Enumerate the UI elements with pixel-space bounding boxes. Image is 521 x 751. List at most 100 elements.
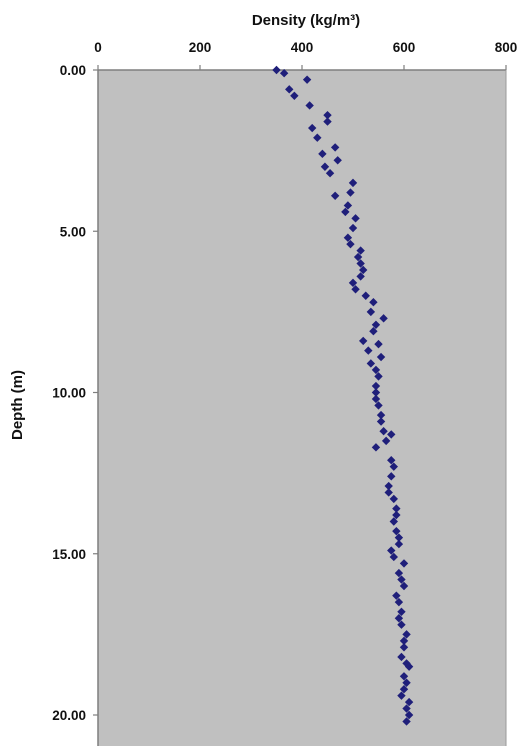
- x-tick-label: 0: [94, 40, 102, 55]
- data-point: [387, 456, 396, 465]
- data-point: [379, 314, 388, 323]
- y-axis-title: Depth (m): [9, 370, 26, 440]
- data-point: [374, 401, 383, 410]
- data-point: [343, 201, 353, 210]
- data-point: [330, 191, 340, 200]
- data-point: [399, 636, 409, 646]
- data-point: [325, 169, 335, 178]
- plot-area: 0 200 400 600 800 0.00 5.00 10.00 15.00 20.00: [52, 40, 517, 746]
- data-point: [392, 526, 401, 536]
- data-point: [371, 381, 381, 391]
- y-tick-label: 20.00: [52, 708, 86, 723]
- data-point: [389, 552, 398, 562]
- data-point: [359, 336, 368, 346]
- data-point: [399, 559, 409, 568]
- data-point: [381, 436, 391, 446]
- data-point: [397, 607, 406, 616]
- data-point: [394, 568, 404, 578]
- data-point: [397, 652, 406, 662]
- data-point: [374, 372, 383, 381]
- data-point: [394, 533, 404, 542]
- data-point: [376, 417, 386, 426]
- data-point: [333, 156, 342, 165]
- x-tick-label: 400: [291, 40, 314, 55]
- data-point: [371, 388, 381, 397]
- data-point: [346, 239, 355, 249]
- data-point: [371, 394, 381, 404]
- data-point: [399, 581, 409, 591]
- data-point: [402, 630, 411, 639]
- data-point: [371, 443, 381, 452]
- data-point: [394, 597, 404, 607]
- data-point: [397, 575, 406, 584]
- data-point: [394, 614, 404, 623]
- data-point: [323, 117, 332, 126]
- y-tick-label: 10.00: [52, 386, 86, 401]
- data-point: [371, 320, 381, 329]
- data-point: [404, 662, 414, 671]
- data-point: [369, 298, 378, 307]
- x-tick-label: 800: [495, 40, 518, 55]
- data-point: [348, 223, 358, 233]
- data-point: [374, 339, 383, 349]
- data-point: [323, 110, 332, 120]
- data-point: [359, 265, 368, 275]
- data-point: [285, 85, 294, 94]
- data-point: [308, 123, 317, 133]
- data-point: [366, 359, 376, 368]
- data-point: [402, 678, 411, 687]
- data-point: [399, 685, 409, 694]
- data-point: [369, 327, 378, 336]
- data-point: [351, 285, 360, 294]
- data-point: [356, 259, 365, 268]
- plot-background: [98, 70, 506, 746]
- y-tick-label: 5.00: [60, 224, 86, 239]
- data-point: [313, 133, 322, 142]
- data-point: [399, 643, 409, 652]
- y-tick-label: 15.00: [52, 547, 86, 562]
- data-point: [305, 101, 314, 110]
- data-point: [346, 188, 355, 197]
- data-point: [397, 620, 406, 629]
- data-point: [371, 365, 381, 375]
- x-tick-label: 200: [189, 40, 212, 55]
- data-point: [389, 494, 398, 504]
- x-tick-label: 600: [393, 40, 416, 55]
- data-point: [387, 472, 396, 481]
- data-point: [348, 178, 358, 188]
- data-point: [320, 162, 330, 171]
- data-point: [404, 697, 414, 707]
- data-point: [353, 252, 363, 262]
- data-point: [402, 717, 411, 726]
- data-point: [404, 710, 414, 720]
- data-point: [351, 214, 360, 223]
- data-point: [364, 346, 373, 355]
- data-point: [384, 488, 393, 497]
- data-point: [379, 427, 388, 436]
- data-point: [318, 149, 327, 159]
- data-point: [330, 143, 340, 152]
- data-point: [290, 91, 299, 100]
- data-point: [387, 546, 396, 555]
- data-point: [348, 278, 358, 288]
- data-point: [343, 233, 353, 242]
- x-axis-title: Density (kg/m³): [252, 12, 360, 29]
- data-point: [389, 462, 398, 471]
- data-point: [279, 69, 289, 78]
- data-point: [302, 75, 312, 84]
- data-point: [376, 410, 386, 420]
- data-point: [394, 539, 404, 549]
- data-point: [356, 272, 365, 281]
- y-tick-label: 0.00: [60, 63, 86, 78]
- data-point: [376, 352, 386, 362]
- data-point: [399, 672, 409, 681]
- data-point: [356, 246, 365, 255]
- data-point: [392, 504, 401, 513]
- data-point: [366, 307, 376, 317]
- data-point: [392, 591, 401, 600]
- data-point: [397, 691, 406, 700]
- data-point: [389, 517, 398, 526]
- data-point: [341, 207, 350, 217]
